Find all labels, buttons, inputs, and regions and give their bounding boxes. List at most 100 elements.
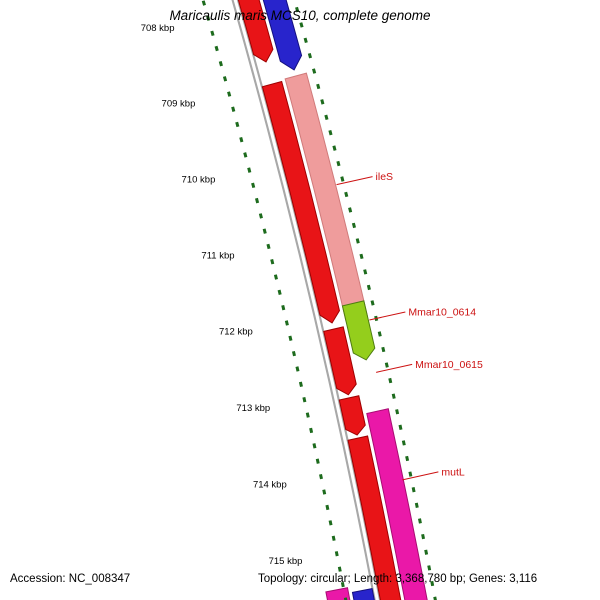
ruler-tick (433, 596, 437, 600)
ruler-tick (328, 129, 333, 136)
ruler-label: 708 kbp (141, 23, 175, 34)
ruler-tick (210, 30, 215, 37)
ruler-tick (414, 502, 419, 508)
ruler-tick (395, 409, 400, 415)
ruler-tick (284, 320, 289, 326)
ruler-tick (303, 37, 308, 44)
ruler-tick (384, 362, 389, 368)
ruler-tick (298, 381, 303, 387)
ruler-tick (258, 213, 263, 219)
gene-label-leader (369, 311, 406, 321)
ruler-tick (231, 106, 236, 112)
ruler-tick (355, 238, 360, 244)
ruler-tick (344, 191, 349, 198)
ruler-tick (295, 366, 300, 372)
ruler-tick (315, 458, 320, 464)
ruler-tick (388, 377, 393, 384)
gene-label-ileS: ileS (376, 171, 394, 183)
gene-label-Mmar10_0614: Mmar10_0614 (408, 307, 476, 319)
ruler-tick (401, 440, 406, 446)
ruler-tick (430, 580, 435, 587)
ruler-tick (227, 91, 232, 97)
ruler-tick (359, 253, 364, 260)
ruler-tick (206, 15, 211, 21)
ruler-tick (299, 22, 304, 28)
ruler-tick (424, 549, 429, 555)
ruler-tick (319, 473, 323, 480)
ruler-tick (408, 471, 413, 477)
ruler-label: 710 kbp (182, 174, 216, 185)
gene-arrow (325, 587, 351, 600)
ruler-tick (411, 487, 416, 493)
gene-label-mutL: mutL (441, 466, 465, 478)
ruler-tick (270, 259, 275, 265)
ruler-label: 711 kbp (201, 250, 234, 261)
ruler-tick (391, 393, 396, 399)
gene-arrow-Mmar10_0615 (323, 326, 357, 396)
gene-arrow (338, 395, 366, 436)
ruler-tick (328, 520, 333, 526)
ruler-tick (266, 243, 271, 250)
ruler-tick (336, 160, 341, 167)
accession-text: Accession: NC_008347 (10, 573, 131, 585)
ruler-tick (398, 424, 403, 430)
ruler-tick (222, 76, 228, 82)
ruler-tick (320, 99, 325, 105)
ruler-tick (273, 274, 278, 280)
ruler-tick (351, 222, 356, 229)
ruler-tick (235, 121, 240, 128)
ruler-tick (340, 581, 345, 588)
ruler-tick (340, 176, 345, 182)
gene-arrow (347, 435, 402, 600)
gene-arrow-Mmar10_0614 (341, 300, 376, 361)
genome-summary-text: Topology: circular; Length: 3,368,780 bp… (258, 573, 538, 585)
ruler-tick (324, 114, 329, 120)
ruler-tick (381, 346, 386, 353)
ruler-tick (427, 565, 432, 571)
ruler-tick (370, 300, 375, 306)
ruler-tick (262, 228, 267, 234)
gene-label-leader (376, 363, 413, 373)
ruler-label: 713 kbp (236, 403, 270, 414)
ruler-tick (421, 533, 426, 540)
status-bar: Accession: NC_008347 Topology: circular;… (0, 573, 600, 591)
ruler-label: 715 kbp (269, 556, 303, 567)
gene-arrow-mutL (366, 408, 428, 600)
ruler-tick (405, 455, 410, 462)
gene-arrow (237, 0, 274, 63)
ruler-tick (322, 489, 327, 495)
ruler-label: 714 kbp (253, 479, 287, 490)
ruler-tick (201, 0, 206, 6)
ruler-tick (348, 207, 353, 213)
ruler-label: 712 kbp (219, 326, 253, 337)
ruler-tick (334, 551, 339, 557)
ruler-tick (291, 350, 296, 357)
ruler-tick (251, 182, 256, 189)
ruler-tick (305, 412, 310, 418)
ruler-tick (281, 304, 286, 311)
ruler-tick (325, 504, 330, 511)
ruler-tick (255, 197, 260, 204)
ruler-tick (277, 289, 282, 296)
gene-label-leader (402, 471, 439, 481)
ruler-tick (316, 83, 321, 90)
gene-arrow (262, 0, 303, 71)
ruler-tick (243, 152, 248, 158)
ruler-tick (312, 68, 317, 74)
ruler-tick (307, 52, 312, 59)
ruler-label: 709 kbp (162, 99, 196, 110)
ruler-tick (331, 535, 336, 541)
gene-arrow (351, 588, 375, 600)
ruler-tick (377, 331, 382, 337)
ruler-tick (309, 427, 314, 434)
ruler-tick (366, 284, 371, 291)
ruler-tick (302, 397, 307, 403)
gene-label-leader (336, 176, 373, 186)
ruler-labels-layer: 708 kbp 709 kbp 710 kbp 711 kbp 712 kbp 713 k… (141, 23, 303, 567)
ruler-tick (343, 597, 348, 600)
ruler-ticks-layer (201, 0, 437, 600)
gene-arrow-ileS (261, 80, 340, 324)
ruler-tick (418, 518, 422, 524)
